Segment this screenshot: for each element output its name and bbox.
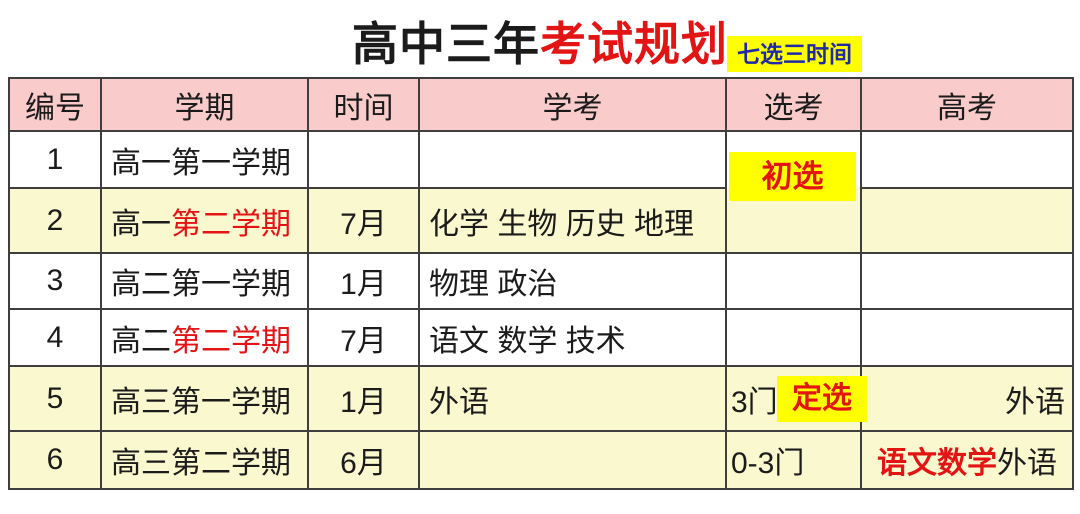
xuankao-count-text: 3门 <box>731 385 778 419</box>
exam-plan-table: 编号 学期 时间 学考 选考 高考 1 高一第一学期 初选 2 高一第二学期 <box>8 77 1074 490</box>
title-red-part: 考试规划 <box>540 18 728 70</box>
title-black-part: 高中三年 <box>352 18 540 70</box>
cell-xuankao: 0-3门 <box>725 430 862 490</box>
header-number: 编号 <box>8 77 102 132</box>
cell-time: 1月 <box>307 252 420 310</box>
semester-text: 高一第一学期 <box>111 146 291 180</box>
dingxuan-highlight-label: 定选 <box>777 376 867 422</box>
semester-red-text: 第二学期 <box>171 207 291 241</box>
cell-xuekao: 外语 <box>418 365 727 432</box>
cell-xuekao: 语文 数学 技术 <box>418 308 727 367</box>
cell-xuankao <box>725 308 862 367</box>
cell-time: 1月 <box>307 365 420 432</box>
table-row: 5 高三第一学期 1月 外语 3门 定选 外语 <box>8 365 1074 432</box>
cell-semester: 高一第一学期 <box>100 130 309 189</box>
cell-number: 1 <box>8 130 102 189</box>
cell-semester: 高二第二学期 <box>100 308 309 367</box>
gaokao-black-text: 外语 <box>997 447 1057 480</box>
cell-time: 7月 <box>307 187 420 254</box>
chuxuan-highlight-label: 初选 <box>729 152 856 201</box>
cell-number: 6 <box>8 430 102 490</box>
header-gaokao: 高考 <box>860 77 1074 132</box>
cell-xuekao <box>418 430 727 490</box>
gaokao-red-text: 语文数学 <box>877 447 997 480</box>
header-time: 时间 <box>307 77 420 132</box>
seven-pick-three-badge: 七选三时间 <box>727 36 862 72</box>
cell-gaokao: 外语 <box>860 365 1074 432</box>
cell-semester: 高一第二学期 <box>100 187 309 254</box>
cell-time: 6月 <box>307 430 420 490</box>
table-row: 6 高三第二学期 6月 0-3门 语文数学外语 <box>8 430 1074 490</box>
cell-gaokao <box>860 308 1074 367</box>
table-row: 3 高二第一学期 1月 物理 政治 <box>8 252 1074 310</box>
cell-xuankao-merged: 初选 <box>725 130 862 254</box>
table-container: 编号 学期 时间 学考 选考 高考 1 高一第一学期 初选 2 高一第二学期 <box>8 77 1074 490</box>
cell-gaokao: 语文数学外语 <box>860 430 1074 490</box>
header-row: 编号 学期 时间 学考 选考 高考 <box>8 77 1074 132</box>
cell-number: 5 <box>8 365 102 432</box>
cell-time: 7月 <box>307 308 420 367</box>
semester-text: 高二 <box>111 324 171 358</box>
cell-number: 3 <box>8 252 102 310</box>
semester-text: 高三第二学期 <box>111 447 291 480</box>
cell-number: 4 <box>8 308 102 367</box>
semester-text: 高二第一学期 <box>111 268 291 301</box>
semester-red-text: 第二学期 <box>171 324 291 358</box>
cell-xuankao <box>725 252 862 310</box>
header-semester: 学期 <box>100 77 309 132</box>
cell-gaokao <box>860 130 1074 189</box>
cell-gaokao <box>860 252 1074 310</box>
header-xuankao: 选考 <box>725 77 862 132</box>
page-title: 高中三年考试规划 <box>0 8 1080 74</box>
cell-semester: 高二第一学期 <box>100 252 309 310</box>
cell-xuekao: 物理 政治 <box>418 252 727 310</box>
cell-xuekao: 化学 生物 历史 地理 <box>418 187 727 254</box>
cell-number: 2 <box>8 187 102 254</box>
cell-xuankao: 3门 定选 <box>725 365 867 432</box>
cell-semester: 高三第二学期 <box>100 430 309 490</box>
header-xuekao: 学考 <box>418 77 727 132</box>
table-row: 4 高二第二学期 7月 语文 数学 技术 <box>8 308 1074 367</box>
cell-xuekao <box>418 130 727 189</box>
semester-text: 高三第一学期 <box>111 385 291 419</box>
table-row: 1 高一第一学期 初选 <box>8 130 1074 254</box>
table-row: 2 高一第二学期 7月 化学 生物 历史 地理 <box>8 187 1074 254</box>
cell-gaokao <box>860 187 1074 254</box>
cell-time <box>307 130 420 189</box>
semester-text: 高一 <box>111 207 171 241</box>
cell-semester: 高三第一学期 <box>100 365 309 432</box>
